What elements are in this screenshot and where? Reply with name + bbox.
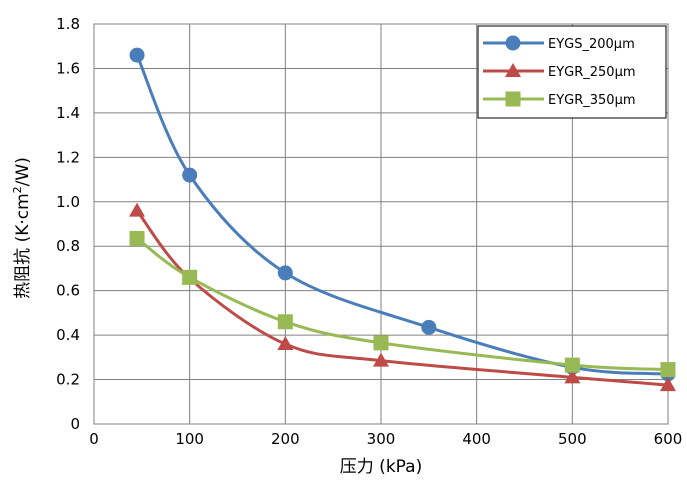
data-point xyxy=(277,265,293,281)
legend-item: EYGS_200μm xyxy=(483,35,635,52)
y-tick-label: 1.8 xyxy=(56,15,80,33)
legend-item: EYGR_250μm xyxy=(483,63,636,80)
data-point xyxy=(277,336,294,350)
x-tick-label: 0 xyxy=(89,430,99,448)
data-point xyxy=(564,357,580,373)
legend-item: EYGR_350μm xyxy=(483,91,636,108)
series-layer xyxy=(129,47,676,392)
y-axis-ticks: 0 0.2 0.4 0.6 0.8 1.0 1.2 1.4 1.6 1.8 xyxy=(56,15,80,433)
x-tick-label: 200 xyxy=(271,430,300,448)
x-tick-label: 400 xyxy=(462,430,491,448)
y-axis-title-superscript: 2 xyxy=(11,186,24,193)
legend-label: EYGS_200μm xyxy=(548,37,635,52)
y-tick-label: 0 xyxy=(70,415,80,433)
legend-marker xyxy=(505,91,521,107)
series-3 xyxy=(129,230,676,378)
data-point xyxy=(660,377,676,392)
y-tick-label: 0.6 xyxy=(56,282,80,300)
y-axis-title: 热阻抗 (K·cm2/W) xyxy=(11,157,33,299)
data-point xyxy=(277,314,293,330)
legend-label: EYGR_350μm xyxy=(548,93,636,108)
x-tick-label: 500 xyxy=(558,430,587,448)
grid xyxy=(94,24,668,424)
legend-label: EYGR_250μm xyxy=(548,65,636,80)
data-point xyxy=(564,369,581,384)
y-axis-title-main: 热阻抗 (K·cm xyxy=(13,193,33,299)
legend-marker xyxy=(505,63,521,77)
legend: EYGS_200μm EYGR_250μm EYGR_350μm xyxy=(477,25,667,119)
data-point xyxy=(129,202,146,217)
y-tick-label: 0.4 xyxy=(56,326,80,344)
data-point xyxy=(421,319,437,335)
y-tick-label: 0.2 xyxy=(56,371,80,389)
x-tick-label: 300 xyxy=(367,430,396,448)
data-point xyxy=(129,230,145,246)
y-axis-title-tail: /W) xyxy=(13,157,33,186)
data-point xyxy=(182,167,198,183)
data-point xyxy=(373,352,389,367)
data-point xyxy=(660,362,676,378)
x-axis-ticks: 0 100 200 300 400 500 600 xyxy=(89,430,682,448)
plot-area-border xyxy=(93,23,669,425)
x-tick-label: 600 xyxy=(654,430,683,448)
y-tick-label: 1.0 xyxy=(56,193,80,211)
data-point xyxy=(373,335,389,351)
x-axis-title: 压力 (kPa) xyxy=(340,457,422,477)
legend-marker xyxy=(505,35,521,51)
data-point xyxy=(129,47,145,63)
y-tick-label: 1.4 xyxy=(56,104,80,122)
y-tick-label: 0.8 xyxy=(56,237,80,255)
data-point xyxy=(182,269,198,285)
y-tick-label: 1.2 xyxy=(56,148,80,166)
y-tick-label: 1.6 xyxy=(56,59,80,77)
x-tick-label: 100 xyxy=(175,430,204,448)
